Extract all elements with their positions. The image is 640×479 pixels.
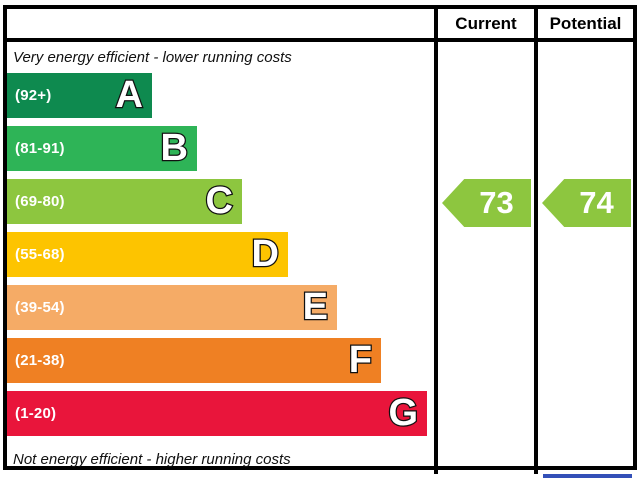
band-range-label: (92+) bbox=[15, 87, 52, 104]
band-bar-g: (1-20) G bbox=[7, 391, 427, 436]
band-range-label: (1-20) bbox=[15, 405, 57, 422]
band-letter: G bbox=[387, 391, 419, 436]
caption-bottom: Not energy efficient - higher running co… bbox=[13, 450, 291, 468]
potential-rating-cell: 74 bbox=[538, 42, 633, 474]
band-range-label: (55-68) bbox=[15, 246, 65, 263]
header-potential: Potential bbox=[549, 13, 622, 33]
caption-top: Very energy efficient - lower running co… bbox=[13, 49, 292, 66]
band-bar-a: (92+) A bbox=[7, 73, 152, 118]
band-letter: C bbox=[204, 179, 234, 224]
band-range-label: (69-80) bbox=[15, 193, 65, 210]
bands: (92+) A (81-91) B (69-80) C (55-68) D (39-54) E (2… bbox=[7, 73, 434, 436]
band-range-label: (39-54) bbox=[15, 299, 65, 316]
column-divider bbox=[434, 9, 438, 474]
band-row-c: (69-80) C bbox=[7, 179, 434, 224]
header-current: Current bbox=[455, 13, 517, 33]
current-rating-value: 73 bbox=[479, 185, 514, 220]
header-divider bbox=[7, 38, 633, 42]
band-bar-e: (39-54) E bbox=[7, 285, 337, 330]
potential-rating-value: 74 bbox=[579, 185, 614, 220]
band-range-label: (21-38) bbox=[15, 352, 65, 369]
band-letter: B bbox=[159, 126, 189, 171]
band-bar-f: (21-38) F bbox=[7, 338, 381, 383]
band-row-b: (81-91) B bbox=[7, 126, 434, 171]
header-empty-cell bbox=[7, 9, 434, 38]
band-row-f: (21-38) F bbox=[7, 338, 434, 383]
band-letter: E bbox=[301, 285, 329, 330]
current-rating-cell: 73 bbox=[438, 42, 534, 474]
band-letter: A bbox=[114, 73, 144, 118]
band-bar-d: (55-68) D bbox=[7, 232, 288, 277]
band-bar-c: (69-80) C bbox=[7, 179, 242, 224]
rating-scale-column: Very energy efficient - lower running co… bbox=[7, 42, 434, 474]
band-letter: D bbox=[250, 232, 280, 277]
band-letter: F bbox=[348, 338, 374, 383]
band-row-d: (55-68) D bbox=[7, 232, 434, 277]
band-row-a: (92+) A bbox=[7, 73, 434, 118]
band-row-e: (39-54) E bbox=[7, 285, 434, 330]
energy-rating-table: Current Potential Very energy efficient … bbox=[3, 5, 637, 474]
band-row-g: (1-20) G bbox=[7, 391, 434, 436]
current-arrow: 73 bbox=[442, 179, 531, 227]
band-bar-b: (81-91) B bbox=[7, 126, 197, 171]
column-divider bbox=[534, 9, 538, 474]
cropped-blue-line bbox=[543, 474, 632, 478]
band-range-label: (81-91) bbox=[15, 140, 65, 157]
potential-arrow: 74 bbox=[542, 179, 631, 227]
